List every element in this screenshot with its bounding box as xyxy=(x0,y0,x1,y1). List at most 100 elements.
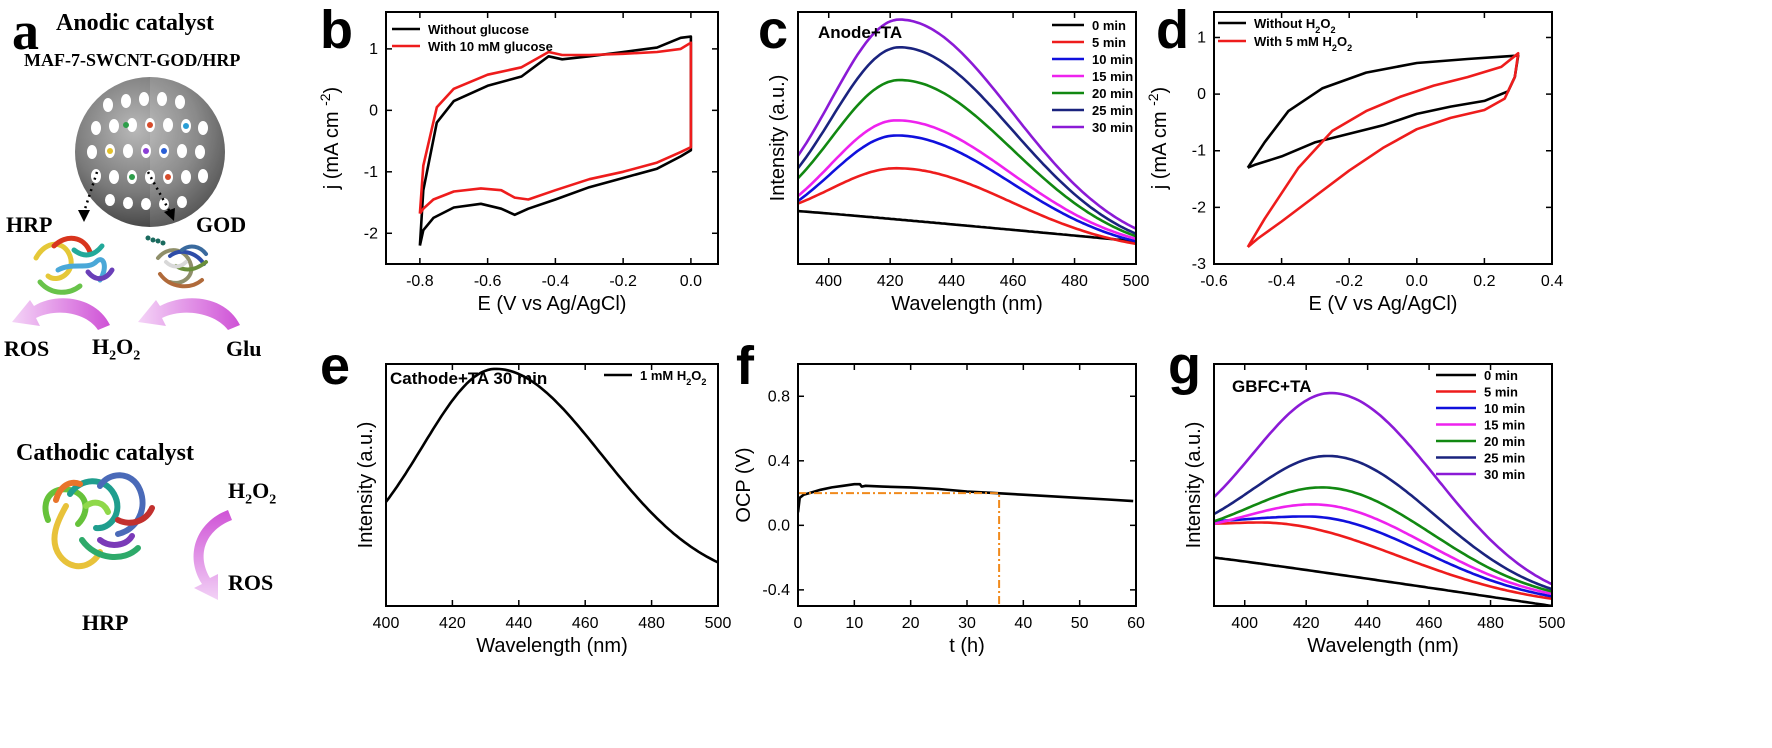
x-tick-label: 40 xyxy=(1014,615,1032,632)
series-line-g-3 xyxy=(1214,503,1552,596)
x-tick-label: -0.6 xyxy=(474,273,502,290)
chart-c: c 400 420 440 460 480 500 Wavelength (nm) Intens… xyxy=(758,0,1149,315)
x-tick-label: 500 xyxy=(1123,273,1150,290)
x-tick-label: -0.4 xyxy=(542,273,570,290)
legend-label: 30 min xyxy=(1092,120,1133,135)
series-group xyxy=(798,482,1134,513)
series-group xyxy=(1246,52,1520,248)
x-tick-label: 480 xyxy=(638,615,665,632)
x-tick-label: 400 xyxy=(373,615,400,632)
series-group xyxy=(1214,391,1552,606)
x-tick-label: 440 xyxy=(938,273,965,290)
legend-label: 25 min xyxy=(1484,451,1525,466)
plot-frame xyxy=(1213,11,1553,265)
x-tick-label: 30 xyxy=(958,615,976,632)
legend-label: 15 min xyxy=(1092,69,1133,84)
y-tick-label: 0.8 xyxy=(768,388,790,405)
y-tick-label: 0 xyxy=(369,102,378,119)
x-tick-label: 0.2 xyxy=(1473,273,1495,290)
legend-label: 25 min xyxy=(1092,103,1133,118)
x-axis-title: Wavelength (nm) xyxy=(1307,635,1459,657)
x-tick-label: 0.0 xyxy=(680,273,702,290)
panel-a-illustration xyxy=(12,77,240,600)
x-tick-label: -0.2 xyxy=(1335,273,1363,290)
x-axis-title: E (V vs Ag/AgCl) xyxy=(478,293,627,315)
x-tick-label: -0.4 xyxy=(1268,273,1296,290)
series-group xyxy=(798,18,1136,246)
legend-label: 0 min xyxy=(1484,368,1518,383)
curved-arrow-to-ros xyxy=(12,298,110,330)
series-line-e-0 xyxy=(386,367,718,564)
x-tick-label: 480 xyxy=(1061,273,1088,290)
x-tick-label: 460 xyxy=(1000,273,1027,290)
y-axis-title: j (mA cm -2) xyxy=(1145,87,1171,190)
series-line-g-4 xyxy=(1214,486,1552,593)
y-axis-title: Intensity (a.u.) xyxy=(767,75,789,202)
plot-frame xyxy=(1213,363,1553,607)
chart-b: b -0.8 -0.6 -0.4 -0.2 0.0 -2 -1 0 1 E (V vs Ag/AgC… xyxy=(317,0,719,315)
cathode-ros-label: ROS xyxy=(228,570,274,595)
x-tick-label: 20 xyxy=(902,615,920,632)
god-enzyme-icon xyxy=(156,244,208,289)
panel-e-letter: e xyxy=(320,336,350,396)
x-tick-label: 500 xyxy=(705,615,732,632)
series-line-g-0 xyxy=(1214,556,1552,606)
legend-label: Without glucose xyxy=(428,22,529,37)
series-line-c-0 xyxy=(798,209,1136,243)
x-tick-label: 400 xyxy=(1231,615,1258,632)
chart-f: f 0 10 20 30 40 50 60 -0.4 0.0 0.4 0.8 t (h) OCP (V) xyxy=(733,336,1145,657)
series-line-c-6 xyxy=(798,18,1136,230)
x-tick-label: -0.8 xyxy=(406,273,434,290)
chart-g: g 400 420 440 460 480 500 Wavelength (nm) Intens… xyxy=(1168,336,1565,657)
series-group xyxy=(418,35,693,246)
y-tick-label: 1 xyxy=(1197,29,1206,46)
legend-label: With 10 mM glucose xyxy=(428,39,553,54)
x-tick-label: -0.2 xyxy=(609,273,637,290)
series-line-g-1 xyxy=(1214,521,1552,600)
x-tick-label: 480 xyxy=(1477,615,1504,632)
x-tick-label: 460 xyxy=(572,615,599,632)
y-tick-label: -1 xyxy=(364,164,378,181)
cathodic-title: Cathodic catalyst xyxy=(16,440,194,466)
x-axis-title: E (V vs Ag/AgCl) xyxy=(1309,293,1458,315)
panel-d-letter: d xyxy=(1156,0,1189,60)
x-axis-title: Wavelength (nm) xyxy=(476,635,628,657)
series-line-f-0 xyxy=(798,482,1134,513)
series-line-c-5 xyxy=(798,46,1136,235)
legend-label: 10 min xyxy=(1092,52,1133,67)
curved-arrow-cathode xyxy=(193,510,232,600)
x-tick-label: 500 xyxy=(1539,615,1566,632)
legend-label: 5 min xyxy=(1092,35,1126,50)
series-line-c-3 xyxy=(798,119,1136,241)
curved-arrow-to-h2o2 xyxy=(138,298,240,330)
x-tick-label: 460 xyxy=(1416,615,1443,632)
series-group xyxy=(386,367,718,564)
x-axis-title: Wavelength (nm) xyxy=(891,293,1043,315)
x-tick-label: 420 xyxy=(439,615,466,632)
legend-label: Without H2O2 xyxy=(1254,16,1336,35)
panel-b-letter: b xyxy=(320,0,353,60)
panel-c-letter: c xyxy=(758,0,788,60)
cathode-hrp-enzyme-icon xyxy=(42,472,155,569)
series-line-c-1 xyxy=(798,166,1136,246)
x-tick-label: 0.0 xyxy=(1406,273,1428,290)
y-tick-label: -3 xyxy=(1192,256,1206,273)
legend-label: 20 min xyxy=(1484,434,1525,449)
x-axis-title: t (h) xyxy=(949,635,985,657)
dotted-arrow-god xyxy=(146,171,172,213)
legend-label: 5 min xyxy=(1484,385,1518,400)
y-axis-title: OCP (V) xyxy=(733,447,755,522)
x-tick-label: 440 xyxy=(1354,615,1381,632)
series-line-g-6 xyxy=(1214,391,1552,586)
x-tick-label: 50 xyxy=(1071,615,1089,632)
cathode-hrp-label: HRP xyxy=(82,610,129,635)
x-tick-label: 0 xyxy=(794,615,803,632)
y-tick-label: 0.0 xyxy=(768,517,790,534)
x-tick-label: 420 xyxy=(1293,615,1320,632)
guide-line xyxy=(798,492,1001,606)
series-line-g-5 xyxy=(1214,454,1552,591)
anode-material-label: MAF-7-SWCNT-GOD/HRP xyxy=(24,50,241,70)
legend-label: With 5 mM H2O2 xyxy=(1254,34,1352,53)
x-tick-label: 10 xyxy=(845,615,863,632)
hrp-enzyme-icon xyxy=(33,235,115,295)
